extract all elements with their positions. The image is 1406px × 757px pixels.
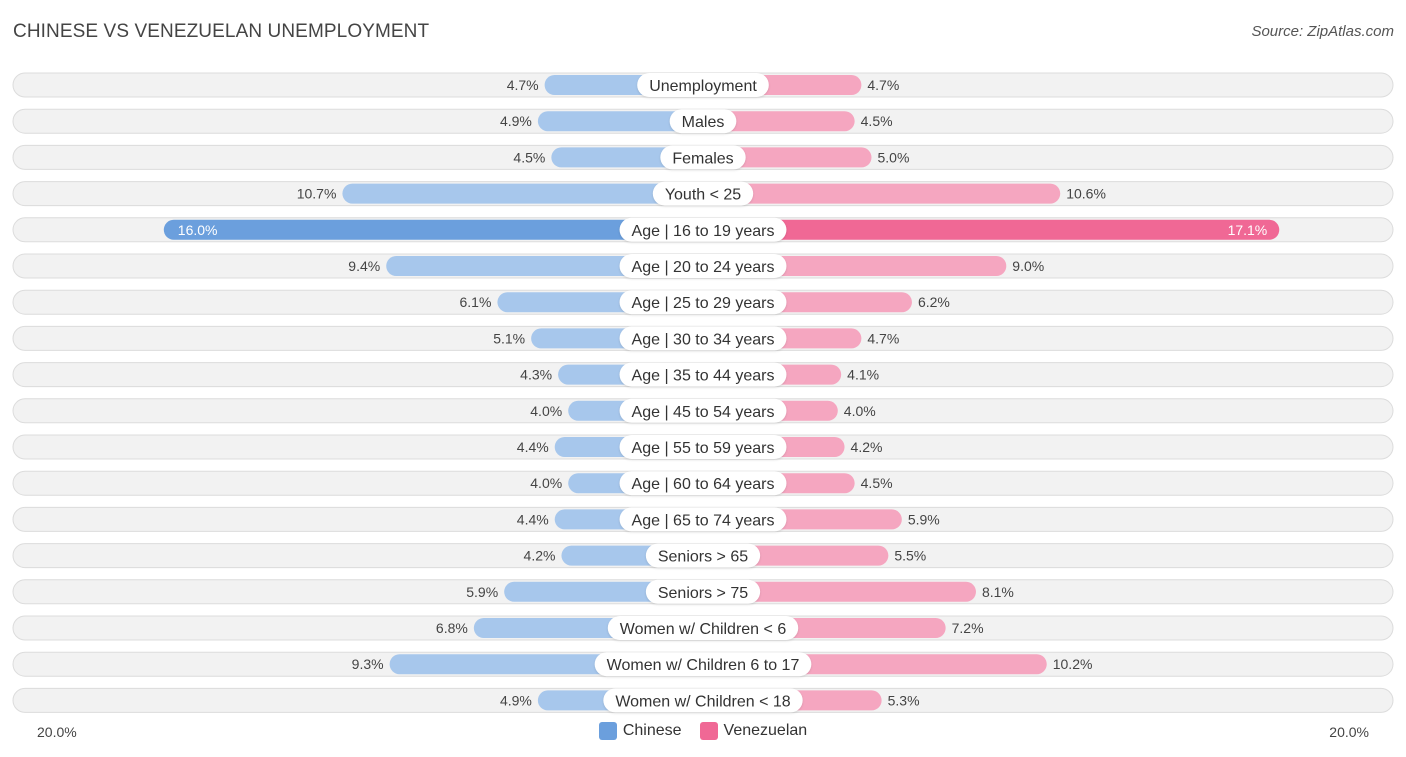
value-label-venezuelan: 5.0% — [878, 149, 910, 165]
bar-venezuelan[interactable] — [703, 111, 855, 132]
category-label-pill — [619, 398, 787, 423]
category-label: Youth < 25 — [665, 187, 741, 204]
category-label-pill — [660, 145, 746, 170]
legend: Chinese Venezuelan — [0, 722, 1406, 740]
value-label-chinese: 4.4% — [517, 439, 549, 455]
legend-label-chinese: Chinese — [622, 722, 682, 739]
value-label-venezuelan: 4.7% — [867, 330, 899, 346]
category-label: Age | 45 to 54 years — [632, 404, 775, 421]
value-label-chinese: 4.2% — [524, 548, 556, 564]
value-label-venezuelan: 6.2% — [918, 294, 950, 310]
category-label: Seniors > 65 — [658, 549, 748, 566]
legend-item-chinese[interactable]: Chinese — [598, 722, 682, 740]
value-label-chinese: 4.7% — [507, 77, 539, 93]
value-label-chinese: 5.1% — [493, 330, 525, 346]
category-label: Women w/ Children 6 to 17 — [607, 657, 800, 674]
value-label-chinese: 9.3% — [352, 656, 384, 672]
category-label: Age | 25 to 29 years — [632, 295, 775, 312]
bar-venezuelan[interactable] — [703, 183, 1061, 204]
category-label-pill — [619, 471, 787, 496]
category-label: Age | 35 to 44 years — [632, 368, 775, 385]
category-label-pill — [619, 217, 787, 242]
category-label: Age | 65 to 74 years — [632, 512, 775, 529]
value-label-chinese: 6.1% — [460, 294, 492, 310]
value-label-venezuelan: 4.0% — [844, 403, 876, 419]
category-label: Age | 30 to 34 years — [632, 331, 775, 348]
value-label-venezuelan: 7.2% — [952, 620, 984, 636]
category-label: Males — [682, 114, 725, 131]
value-label-chinese: 16.0% — [178, 222, 218, 238]
legend-label-venezuelan: Venezuelan — [723, 722, 808, 739]
value-label-venezuelan: 17.1% — [1228, 222, 1268, 238]
category-label-pill — [594, 652, 812, 677]
value-label-venezuelan: 5.3% — [888, 692, 920, 708]
value-label-venezuelan: 5.9% — [908, 511, 940, 527]
value-label-chinese: 5.9% — [466, 584, 498, 600]
value-label-venezuelan: 10.6% — [1066, 186, 1106, 202]
value-label-chinese: 4.4% — [517, 511, 549, 527]
value-label-chinese: 9.4% — [348, 258, 380, 274]
value-label-venezuelan: 4.7% — [867, 77, 899, 93]
value-label-venezuelan: 4.2% — [851, 439, 883, 455]
category-label: Age | 60 to 64 years — [632, 476, 775, 493]
value-label-venezuelan: 4.1% — [847, 367, 879, 383]
category-label-pill — [619, 435, 787, 459]
category-label-pill — [652, 181, 754, 206]
value-label-chinese: 4.9% — [500, 692, 532, 708]
category-label: Age | 20 to 24 years — [632, 259, 775, 276]
category-label: Unemployment — [649, 78, 757, 95]
axis-right-label: 20.0% — [1329, 724, 1369, 740]
value-label-chinese: 4.9% — [500, 113, 532, 129]
bar-chinese[interactable] — [342, 183, 703, 204]
value-label-venezuelan: 8.1% — [982, 584, 1014, 600]
chart-title: CHINESE VS VENEZUELAN UNEMPLOYMENT — [13, 21, 430, 42]
value-label-chinese: 4.5% — [513, 149, 545, 165]
category-label-pill — [619, 507, 787, 532]
category-label-pill — [619, 326, 787, 351]
value-label-chinese: 4.0% — [530, 403, 562, 419]
value-label-venezuelan: 9.0% — [1012, 258, 1044, 274]
value-label-venezuelan: 5.5% — [894, 548, 926, 564]
category-label-pill — [619, 254, 787, 278]
value-label-venezuelan: 10.2% — [1053, 656, 1093, 672]
category-label: Age | 16 to 19 years — [632, 223, 775, 240]
category-label: Age | 55 to 59 years — [632, 440, 775, 457]
legend-item-venezuelan[interactable]: Venezuelan — [699, 722, 808, 740]
value-label-chinese: 10.7% — [297, 186, 337, 202]
legend-swatch-venezuelan — [699, 722, 718, 740]
category-label-pill — [637, 73, 769, 97]
category-label: Women w/ Children < 18 — [615, 693, 790, 710]
bar-venezuelan[interactable] — [703, 147, 872, 168]
category-label-pill — [603, 688, 803, 713]
category-label-pill — [645, 579, 761, 604]
category-label: Seniors > 75 — [658, 585, 748, 602]
value-label-chinese: 4.3% — [520, 367, 552, 383]
category-label: Women w/ Children < 6 — [620, 621, 787, 638]
bar-venezuelan[interactable] — [703, 219, 1280, 240]
bar-chinese[interactable] — [537, 111, 703, 132]
value-label-chinese: 4.0% — [530, 475, 562, 491]
category-label: Females — [672, 150, 733, 167]
category-label-pill — [619, 290, 787, 315]
category-label-pill — [645, 543, 761, 568]
category-label-pill — [607, 616, 799, 640]
value-label-venezuelan: 4.5% — [861, 475, 893, 491]
source-label: Source: ZipAtlas.com — [1251, 23, 1394, 40]
value-label-venezuelan: 4.5% — [861, 113, 893, 129]
bar-chinese[interactable] — [163, 219, 704, 240]
category-label-pill — [669, 109, 737, 134]
legend-swatch-chinese — [598, 722, 617, 740]
bar-venezuelan[interactable] — [703, 581, 976, 602]
category-label-pill — [619, 362, 787, 387]
axis-left-label: 20.0% — [37, 724, 77, 740]
value-label-chinese: 6.8% — [436, 620, 468, 636]
